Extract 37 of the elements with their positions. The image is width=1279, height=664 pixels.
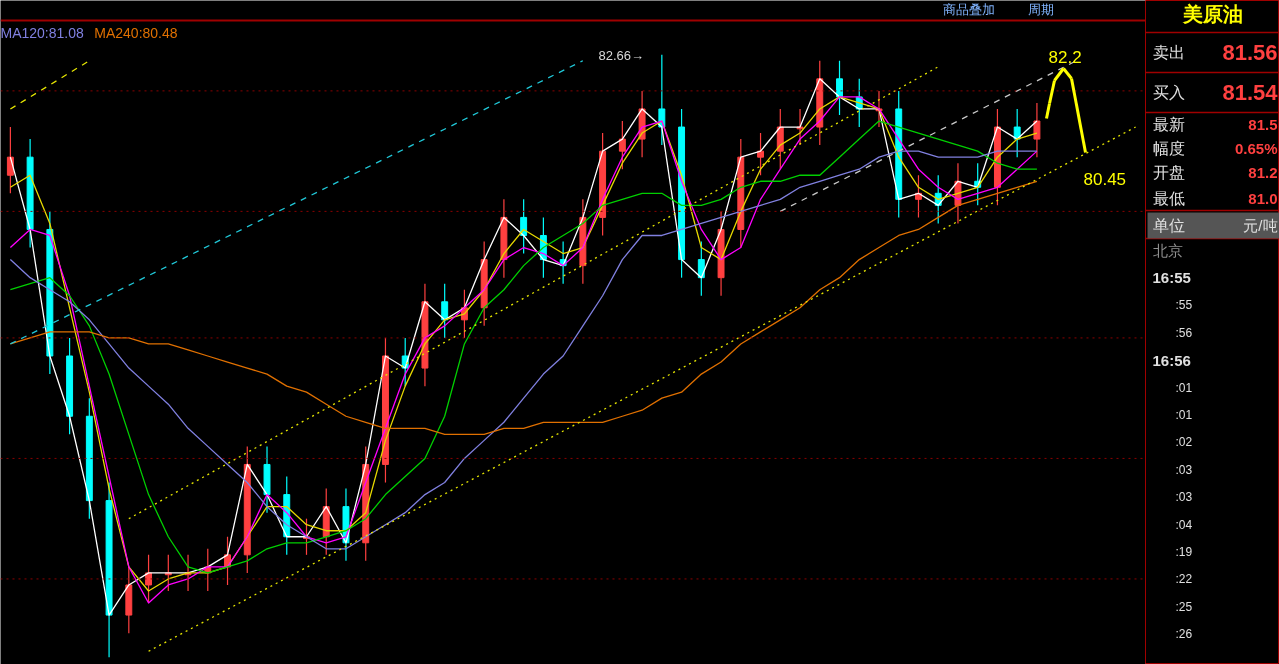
- text: 最新: [1152, 116, 1185, 133]
- text: 0.65%: [1234, 140, 1278, 157]
- text: :01: [1175, 407, 1193, 422]
- text: 美原油: [1181, 1, 1243, 26]
- text: 商品叠加: [942, 2, 995, 17]
- text: 卖出: [1152, 44, 1185, 61]
- text: :02: [1175, 435, 1193, 450]
- text: :56: [1175, 325, 1193, 340]
- text: 81.54: [1222, 80, 1279, 105]
- text: :03: [1175, 490, 1193, 505]
- text: MA240:80.48: [94, 24, 178, 41]
- text: 最低: [1152, 190, 1185, 207]
- text: :01: [1175, 380, 1193, 395]
- text: :19: [1175, 544, 1193, 559]
- text: :55: [1175, 298, 1193, 313]
- text: :04: [1175, 517, 1193, 532]
- text: :03: [1175, 462, 1193, 477]
- text: MA120:81.08: [0, 24, 84, 41]
- text: 81.5: [1248, 115, 1278, 133]
- text: 16:56: [1152, 351, 1191, 369]
- annotation: 80.45: [1083, 169, 1127, 189]
- text: 元/吨: [1243, 217, 1278, 234]
- text: 81.2: [1248, 163, 1278, 181]
- text: 16:55: [1152, 269, 1191, 287]
- annotation: 82.66→: [598, 48, 645, 63]
- text: 幅度: [1152, 140, 1185, 157]
- text: 买入: [1152, 84, 1185, 101]
- text: 单位: [1152, 217, 1185, 234]
- text: 81.0: [1248, 189, 1278, 207]
- annotation: 82.2: [1048, 47, 1082, 67]
- text: :22: [1175, 572, 1193, 587]
- text: 北京: [1152, 242, 1183, 259]
- text: 开盘: [1152, 164, 1185, 181]
- text: :25: [1175, 599, 1193, 614]
- text: 81.56: [1222, 40, 1278, 65]
- text: :26: [1175, 627, 1193, 642]
- text: 周期: [1027, 2, 1054, 17]
